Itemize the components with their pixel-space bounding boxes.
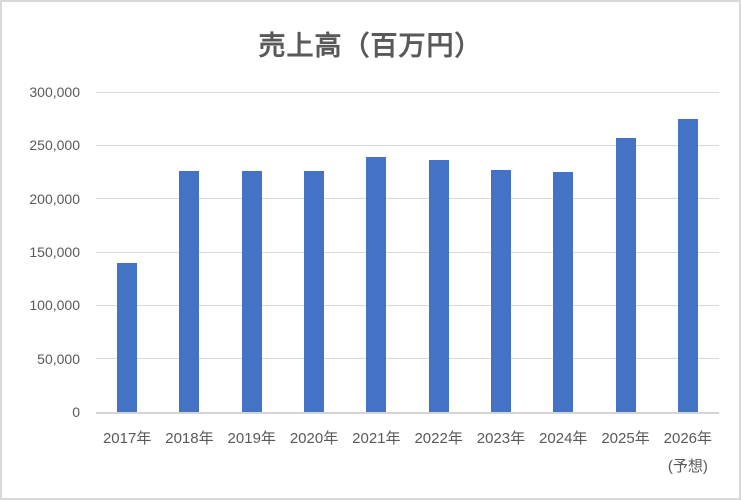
x-tick-label: 2023年	[476, 430, 526, 447]
y-tick-label: 250,000	[29, 137, 80, 154]
x-tick-label: 2017年	[102, 430, 152, 447]
x-tick-label: 2020年	[289, 430, 339, 447]
gridline	[96, 198, 719, 200]
x-tick-label: 2026年 (予想)	[657, 429, 719, 476]
x-tick-label: 2018年	[165, 430, 214, 447]
forecast-note: (予想)	[667, 458, 708, 475]
x-tick-label: 2021年	[352, 430, 401, 447]
gridline	[96, 358, 719, 360]
bar-2024年	[553, 172, 574, 412]
bar-2020年	[304, 171, 325, 412]
bar-2019年	[241, 171, 262, 412]
y-tick-label: 200,000	[29, 190, 80, 207]
x-tick-label: 2024年	[539, 430, 588, 447]
x-axis-line	[96, 412, 719, 414]
y-tick-label: 0	[72, 404, 80, 420]
bar-2017年	[117, 263, 138, 412]
bar-2023年	[490, 170, 511, 412]
bar-2018年	[179, 171, 200, 412]
bar-2022年	[428, 160, 449, 412]
y-tick-label: 300,000	[29, 84, 80, 100]
chart-title: 売上高（百万円）	[258, 31, 483, 61]
gridline	[96, 251, 719, 253]
x-tick-label: 2022年	[414, 430, 463, 447]
y-tick-label: 100,000	[29, 297, 80, 314]
gridline	[96, 91, 719, 93]
x-tick-label: 2025年	[601, 430, 650, 447]
y-tick-label: 50,000	[37, 350, 80, 367]
x-tick-label: 2019年	[227, 430, 276, 447]
bar-2025年	[615, 138, 636, 412]
gridline	[96, 304, 719, 306]
y-tick-label: 150,000	[29, 244, 80, 260]
gridline	[96, 144, 719, 146]
bar-2026年	[677, 119, 698, 412]
bar-2021年	[366, 157, 387, 412]
